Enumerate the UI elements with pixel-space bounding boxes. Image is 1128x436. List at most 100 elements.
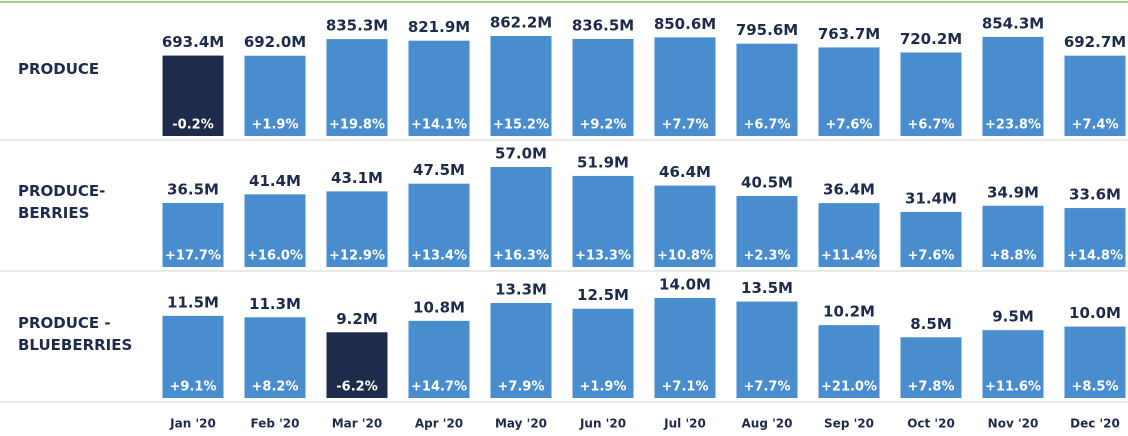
change-label: +8.8%: [990, 249, 1037, 264]
value-label: 692.0M: [244, 33, 306, 51]
change-label: +8.5%: [1072, 380, 1119, 395]
x-tick-label: Nov '20: [988, 417, 1039, 431]
x-tick-label: Dec '20: [1070, 417, 1120, 431]
x-tick-label: Mar '20: [332, 417, 383, 431]
bar: [900, 52, 962, 136]
bar: [654, 298, 716, 398]
x-tick-label: Oct '20: [907, 417, 955, 431]
value-label: 8.5M: [910, 315, 952, 333]
value-label: 11.3M: [249, 295, 301, 313]
bar: [490, 167, 552, 267]
bar: [408, 183, 470, 267]
bar: [162, 55, 224, 137]
change-label: +7.8%: [908, 380, 955, 395]
change-label: +14.7%: [411, 380, 467, 395]
bar: [736, 195, 798, 267]
change-label: +21.0%: [821, 380, 877, 395]
bar: [572, 175, 634, 267]
change-label: +16.3%: [493, 249, 549, 264]
value-label: 40.5M: [741, 173, 793, 191]
bar: [572, 308, 634, 398]
value-label: 57.0M: [495, 145, 547, 163]
change-label: +7.9%: [498, 380, 545, 395]
change-label: +6.7%: [744, 118, 791, 133]
bar: [162, 202, 224, 267]
change-label: +7.6%: [826, 118, 873, 133]
bar: [572, 38, 634, 137]
value-label: 46.4M: [659, 163, 711, 181]
value-label: 693.4M: [162, 33, 224, 51]
bar: [408, 40, 470, 137]
bar: [490, 36, 552, 136]
x-tick-label: Jan '20: [169, 417, 216, 431]
value-label: 33.6M: [1069, 186, 1121, 204]
change-label: +9.1%: [170, 380, 217, 395]
bar: [654, 185, 716, 267]
x-tick-label: Aug '20: [742, 417, 793, 431]
change-label: +15.2%: [493, 118, 549, 133]
x-tick-label: Jul '20: [663, 417, 706, 431]
value-label: 835.3M: [326, 17, 388, 35]
value-label: 51.9M: [577, 153, 629, 171]
change-label: +13.4%: [411, 249, 467, 264]
bar: [326, 39, 388, 136]
x-tick-label: Jun '20: [579, 417, 626, 431]
change-label: +7.4%: [1072, 118, 1119, 133]
value-label: 692.7M: [1064, 33, 1126, 51]
bar: [900, 211, 962, 267]
change-label: +16.0%: [247, 249, 303, 264]
value-label: 10.2M: [823, 303, 875, 321]
value-label: 10.0M: [1069, 304, 1121, 322]
value-label: 13.5M: [741, 279, 793, 297]
value-label: 12.5M: [577, 286, 629, 304]
bar: [1064, 326, 1126, 398]
value-label: 31.4M: [905, 189, 957, 207]
bar: [982, 36, 1044, 136]
change-label: +2.3%: [744, 249, 791, 264]
bar: [162, 315, 224, 398]
bar: [244, 194, 306, 267]
x-tick-label: May '20: [495, 417, 547, 431]
bar: [654, 37, 716, 136]
bar: [818, 203, 880, 267]
change-label: +14.8%: [1067, 249, 1123, 264]
x-tick-label: Sep '20: [824, 417, 874, 431]
change-label: +7.1%: [662, 380, 709, 395]
value-label: 821.9M: [408, 18, 470, 36]
value-label: 47.5M: [413, 161, 465, 179]
value-label: 13.3M: [495, 281, 547, 299]
change-label: +14.1%: [411, 118, 467, 133]
bar: [900, 337, 962, 398]
change-label: +6.7%: [908, 118, 955, 133]
value-label: 36.4M: [823, 181, 875, 199]
value-label: 850.6M: [654, 15, 716, 33]
change-label: -6.2%: [336, 380, 377, 395]
row-label: PRODUCE- BERRIES: [18, 182, 106, 222]
bar: [326, 332, 388, 398]
value-label: 10.8M: [413, 298, 465, 316]
bar: [982, 330, 1044, 398]
bar: [818, 47, 880, 136]
x-tick-label: Feb '20: [251, 417, 300, 431]
change-label: +11.6%: [985, 380, 1041, 395]
change-label: +17.7%: [165, 249, 221, 264]
bar: [408, 320, 470, 398]
value-label: 43.1M: [331, 169, 383, 187]
row-label: PRODUCE - BLUEBERRIES: [18, 314, 133, 354]
bar: [982, 205, 1044, 267]
value-label: 795.6M: [736, 21, 798, 39]
value-label: 9.5M: [992, 308, 1034, 326]
bar: [1064, 208, 1126, 267]
change-label: +1.9%: [580, 380, 627, 395]
value-label: 14.0M: [659, 276, 711, 294]
change-label: +8.2%: [252, 380, 299, 395]
bar: [326, 191, 388, 267]
bar: [244, 55, 306, 136]
bar: [818, 325, 880, 398]
value-label: 11.5M: [167, 293, 219, 311]
value-label: 854.3M: [982, 14, 1044, 32]
change-label: +13.3%: [575, 249, 631, 264]
change-label: +12.9%: [329, 249, 385, 264]
